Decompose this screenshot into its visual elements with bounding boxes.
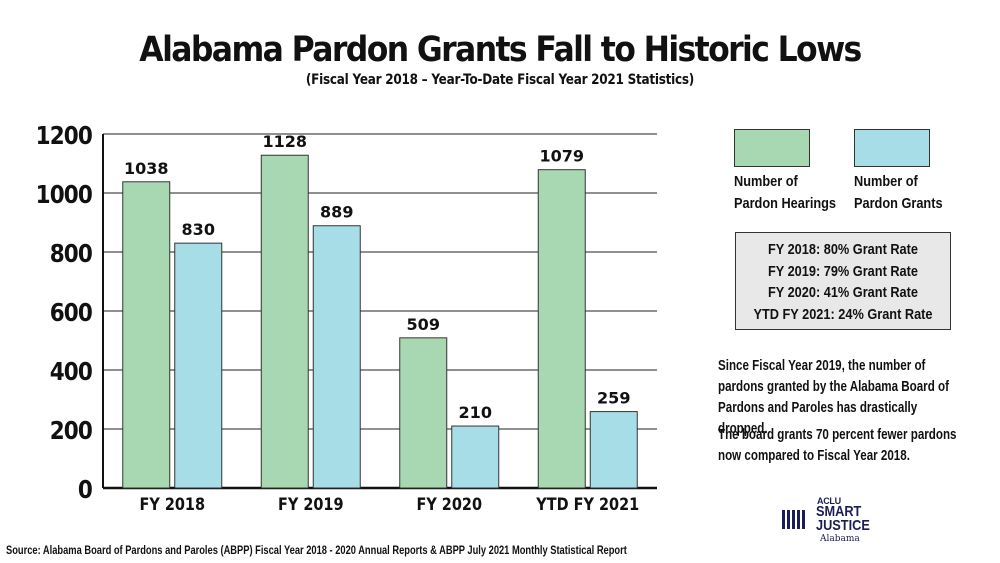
flag-icon (782, 510, 808, 529)
legend-grants-line1: Number of (854, 173, 918, 190)
legend-swatch-grants (854, 129, 930, 167)
y-tick-label: 600 (50, 298, 93, 327)
bar-value-label: 889 (320, 203, 353, 222)
note-paragraph-2: The board grants 70 percent fewer pardon… (718, 427, 957, 464)
legend-swatch-hearings (734, 129, 810, 167)
grant-rate-fy2019: FY 2019: 79% Grant Rate (767, 262, 918, 280)
logo-state: Alabama (820, 534, 860, 544)
bar-value-label: 1038 (124, 159, 169, 178)
legend-label-hearings: Number of Pardon Hearings (734, 171, 836, 215)
bar-value-label: 1128 (262, 132, 307, 151)
y-tick-label: 800 (50, 239, 93, 268)
y-tick-label: 1200 (36, 121, 93, 150)
bar-value-label: 830 (182, 220, 215, 239)
y-tick-label: 1000 (36, 180, 93, 209)
aclu-smart-justice-logo: ACLU SMART JUSTICE Alabama (780, 496, 890, 544)
bar-grants (589, 411, 638, 489)
legend-hearings-line2: Pardon Hearings (734, 195, 837, 212)
bar-grants (174, 242, 223, 489)
bar-value-label: 259 (597, 389, 630, 408)
logo-line2: JUSTICE (816, 517, 870, 534)
grant-rate-box: FY 2018: 80% Grant Rate FY 2019: 79% Gra… (735, 232, 951, 330)
source-note: Source: Alabama Board of Pardons and Par… (6, 545, 627, 557)
legend-grants-line2: Pardon Grants (854, 195, 943, 212)
chart-title: Alabama Pardon Grants Fall to Historic L… (139, 30, 862, 70)
x-tick-label: FY 2019 (278, 494, 344, 514)
x-tick-label: FY 2018 (139, 494, 205, 514)
y-tick-label: 400 (50, 357, 93, 386)
grant-rate-fy2018: FY 2018: 80% Grant Rate (767, 241, 918, 258)
legend-hearings-line1: Number of (734, 173, 798, 190)
bar-hearings (260, 154, 309, 489)
note-paragraph-1: Since Fiscal Year 2019, the number of pa… (718, 358, 949, 437)
y-tick-label: 200 (50, 416, 93, 445)
legend-label-grants: Number of Pardon Grants (854, 171, 943, 215)
logo-org: ACLU (817, 496, 841, 506)
bar-value-label: 210 (459, 403, 492, 422)
x-tick-label: FY 2020 (416, 494, 482, 514)
bar-grants (451, 425, 500, 489)
bar-hearings (399, 337, 448, 489)
bar-grants (312, 225, 361, 489)
bar-hearings (122, 181, 171, 489)
x-tick-label: YTD FY 2021 (535, 494, 639, 514)
logo-line1: SMART (816, 503, 862, 520)
grant-rate-fy2020: FY 2020: 41% Grant Rate (767, 284, 918, 301)
bar-hearings (537, 169, 586, 489)
bar-value-label: 509 (407, 315, 440, 334)
chart-subtitle: (Fiscal Year 2018 – Year-To-Date Fiscal … (305, 72, 695, 88)
bar-chart: 0 200 400 600 800 1000 1200 1038 830 FY 2018 1128 8… (36, 121, 657, 514)
y-tick-label: 0 (78, 475, 93, 504)
bar-value-label: 1079 (539, 147, 584, 166)
grant-rate-ytd-fy2021: YTD FY 2021: 24% Grant Rate (753, 305, 933, 323)
